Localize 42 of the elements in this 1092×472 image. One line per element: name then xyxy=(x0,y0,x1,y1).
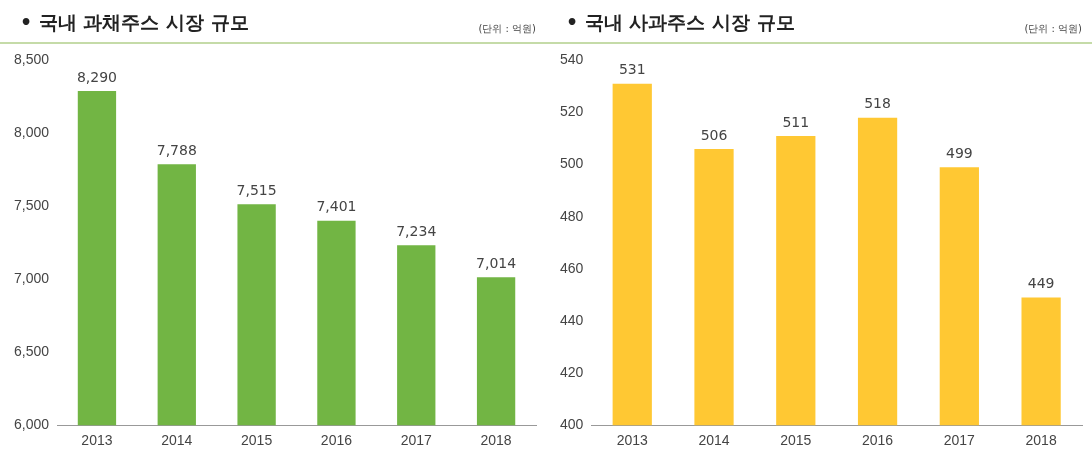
y-tick-label: 8,000 xyxy=(13,124,50,141)
chart-subtitle: (단위 : 억원) xyxy=(478,22,536,36)
y-tick-label: 460 xyxy=(560,259,584,276)
x-tick-label: 2013 xyxy=(616,432,649,449)
x-tick-label: 2017 xyxy=(400,432,433,449)
data-label: 506 xyxy=(700,126,728,143)
x-tick-label: 2015 xyxy=(241,432,273,449)
data-label: 449 xyxy=(1027,275,1055,292)
data-label: 7,788 xyxy=(156,141,197,158)
data-label: 7,401 xyxy=(316,198,357,215)
y-tick-label: 540 xyxy=(560,51,584,68)
data-label: 8,290 xyxy=(76,68,117,85)
y-tick-label: 440 xyxy=(560,311,584,328)
y-tick-label: 500 xyxy=(560,155,584,172)
y-tick-label: 420 xyxy=(560,363,584,380)
x-tick-label: 2015 xyxy=(780,432,812,449)
x-tick-label: 2014 xyxy=(698,432,730,449)
y-tick-label: 8,500 xyxy=(13,51,50,68)
y-tick-label: 7,500 xyxy=(13,197,50,214)
data-label: 518 xyxy=(864,95,891,112)
x-tick-label: 2016 xyxy=(320,432,353,449)
data-label: 7,234 xyxy=(396,222,437,239)
x-tick-label: 2018 xyxy=(1025,432,1057,449)
data-label: 7,515 xyxy=(236,181,277,198)
y-tick-label: 6,500 xyxy=(13,343,50,360)
y-tick-label: 6,000 xyxy=(13,416,50,433)
y-tick-label: 480 xyxy=(560,207,584,224)
x-tick-label: 2014 xyxy=(161,432,193,449)
chart-subtitle: (단위 : 억원) xyxy=(1024,22,1082,36)
x-tick-label: 2016 xyxy=(861,432,894,449)
y-tick-label: 400 xyxy=(560,416,584,433)
data-label: 511 xyxy=(782,113,810,130)
y-tick-label: 7,000 xyxy=(13,270,50,287)
x-tick-label: 2017 xyxy=(943,432,976,449)
x-tick-label: 2018 xyxy=(480,432,512,449)
x-tick-label: 2013 xyxy=(81,432,113,449)
data-label: 7,014 xyxy=(476,254,517,271)
chart-title: • 국내 사과주스 시장 규모 xyxy=(566,10,795,35)
chart-title: • 국내 과채주스 시장 규모 xyxy=(20,10,249,35)
y-tick-label: 520 xyxy=(560,103,584,120)
data-label: 499 xyxy=(945,144,973,161)
data-label: 531 xyxy=(618,61,646,78)
